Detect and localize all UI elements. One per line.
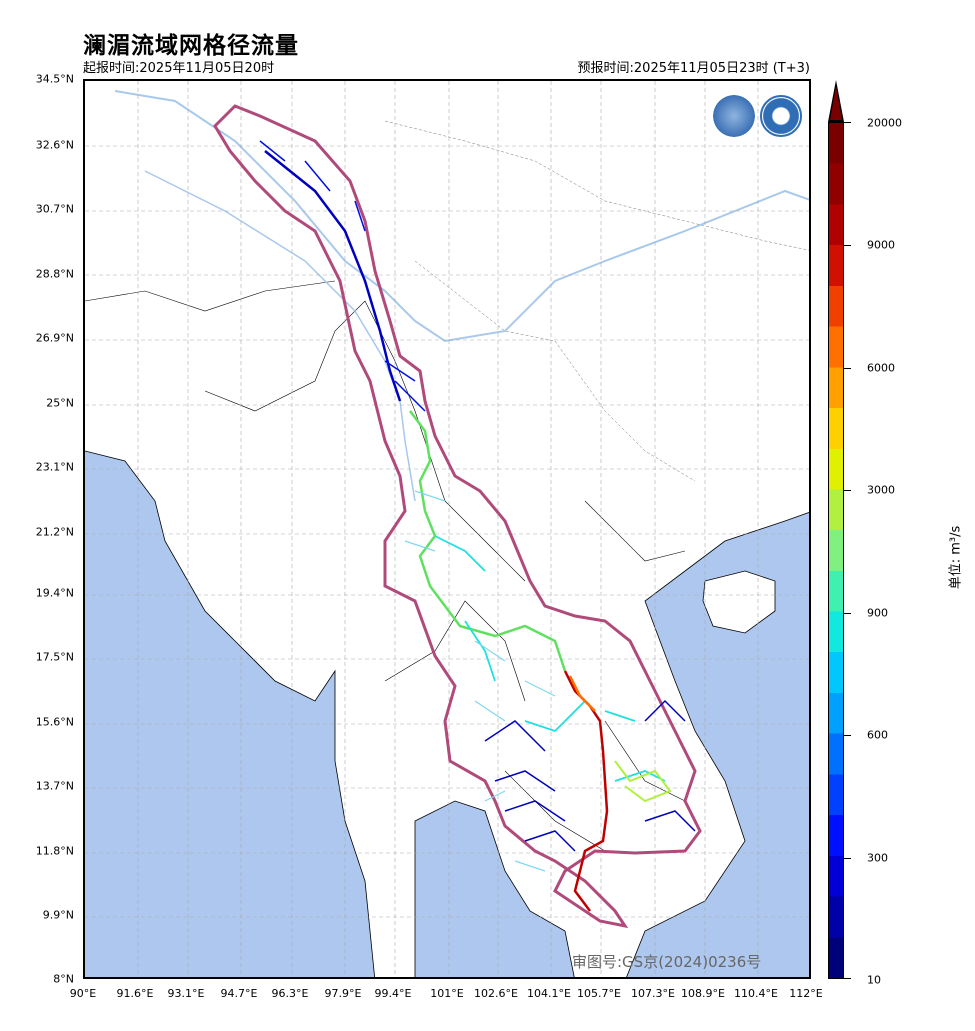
colorbar-label-6000: 6000: [867, 361, 895, 375]
lon-label-105.7: 105.7°E: [577, 987, 621, 1000]
issue-time: 起报时间:2025年11月05日20时: [83, 61, 275, 76]
colorbar-label-20000: 20000: [867, 116, 902, 130]
lat-label-23.1: 23.1°N: [35, 460, 74, 474]
colorbar-tick: [844, 613, 851, 614]
lat-label-11.8: 11.8°N: [35, 844, 74, 858]
lat-label-17.5: 17.5°N: [35, 650, 74, 664]
country-borders: [85, 280, 686, 852]
colorbar-tick: [844, 245, 851, 246]
cma-logo-icon: [760, 95, 802, 137]
colorbar-tick: [844, 490, 851, 491]
wmo-logo-icon: [713, 95, 755, 137]
colorbar: [828, 122, 844, 979]
province-borders: [384, 120, 809, 482]
lat-label-9.9: 9.9°N: [42, 908, 74, 922]
map-canvas[interactable]: [85, 81, 811, 979]
lon-label-97.9: 97.9°E: [324, 987, 362, 1000]
gridlines: [85, 81, 809, 977]
yangtze-river: [114, 90, 809, 343]
lon-label-99.4: 99.4°E: [374, 987, 412, 1000]
runoff-cyan: [434, 535, 666, 782]
lat-label-30.7: 30.7°N: [35, 202, 74, 216]
colorbar-unit-label: 单位: m³/s: [948, 525, 964, 590]
runoff-network: [259, 140, 696, 912]
valid-time: 预报时间:2025年11月05日23时 (T+3): [577, 61, 810, 76]
colorbar-tick: [844, 368, 851, 369]
lat-label-28.8: 28.8°N: [35, 267, 74, 281]
sea-gulf-of-thailand: [415, 801, 575, 977]
runoff-middle-green: [409, 410, 567, 672]
runoff-tributaries-lower: [484, 699, 696, 852]
lat-label-34.5: 34.5°N: [35, 72, 74, 86]
lon-label-102.6: 102.6°E: [474, 987, 518, 1000]
lat-label-19.4: 19.4°N: [35, 586, 74, 600]
salween-river: [144, 170, 416, 502]
colorbar-label-600: 600: [867, 728, 888, 742]
colorbar-label-9000: 9000: [867, 238, 895, 252]
lon-label-93.1: 93.1°E: [167, 987, 205, 1000]
lancang-mekong-basin-outline: [213, 104, 702, 929]
lon-label-101: 101°E: [430, 987, 464, 1000]
lon-label-94.7: 94.7°E: [220, 987, 258, 1000]
lon-label-90: 90°E: [69, 987, 97, 1000]
colorbar-label-300: 300: [867, 851, 888, 865]
runoff-tributaries-upper: [259, 140, 426, 412]
lat-label-15.6: 15.6°N: [35, 715, 74, 729]
colorbar-tick: [844, 858, 851, 859]
lon-label-104.1: 104.1°E: [527, 987, 571, 1000]
hainan-island: [702, 570, 776, 634]
sea-south-china-sea: [626, 512, 809, 977]
lon-label-96.3: 96.3°E: [271, 987, 309, 1000]
colorbar-extend-arrow-fill: [830, 86, 842, 120]
lon-label-107.3: 107.3°E: [631, 987, 675, 1000]
colorbar-tick: [844, 978, 851, 979]
lon-label-108.9: 108.9°E: [681, 987, 725, 1000]
colorbar-tick: [844, 735, 851, 736]
map-title: 澜湄流域网格径流量: [83, 33, 299, 59]
map-approval-number: 审图号:GS京(2024)0236号: [572, 953, 762, 971]
lat-label-21.2: 21.2°N: [35, 525, 74, 539]
lat-label-13.7: 13.7°N: [35, 779, 74, 793]
runoff-tributaries-lightblue: [404, 490, 556, 872]
coastline: [85, 450, 809, 977]
map-frame[interactable]: [83, 79, 811, 979]
colorbar-tick: [844, 122, 851, 123]
lat-label-8: 8°N: [53, 972, 74, 986]
lon-label-91.6: 91.6°E: [116, 987, 154, 1000]
runoff-lower-yellowgreen: [614, 760, 672, 803]
sea-bay-of-bengal: [85, 451, 375, 977]
colorbar-label-10: 10: [867, 973, 881, 987]
lon-label-110.4: 110.4°E: [734, 987, 778, 1000]
lat-label-26.9: 26.9°N: [35, 331, 74, 345]
runoff-upper-blue: [264, 150, 402, 402]
lat-label-32.6: 32.6°N: [35, 138, 74, 152]
colorbar-label-3000: 3000: [867, 483, 895, 497]
lat-label-25: 25°N: [46, 396, 74, 410]
lon-label-112: 112°E: [789, 987, 823, 1000]
colorbar-label-900: 900: [867, 606, 888, 620]
runoff-lower-orange: [568, 675, 596, 712]
